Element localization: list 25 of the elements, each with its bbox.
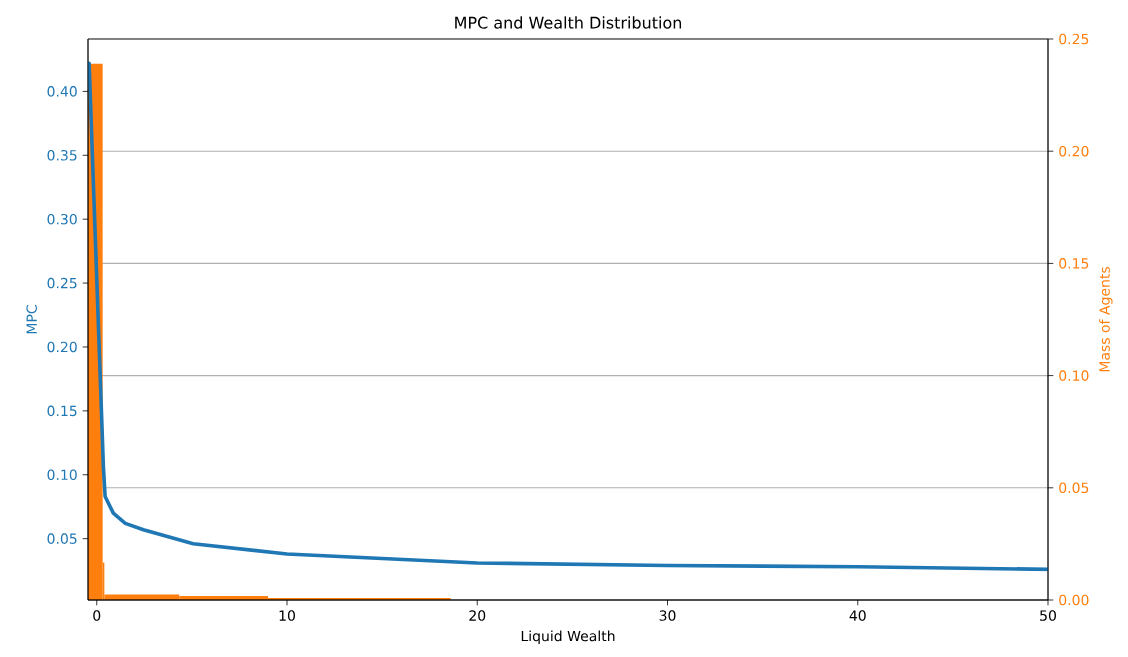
x-tick-label: 50 [1040,610,1056,621]
x-axis-title: Liquid Wealth [521,630,615,644]
x-tick-label: 20 [469,610,486,621]
y2-axis-title: Mass of Agents [1099,267,1113,372]
y-axis-title: MPC [26,305,37,334]
y-tick-label: 0.15 [47,405,77,417]
y-tick-label: 0.10 [47,469,77,481]
y-tick-label: 0.25 [47,277,77,289]
y-tick-label: 0.35 [47,149,77,161]
chart-title: MPC and Wealth Distribution [455,16,682,29]
line-series [88,61,1048,572]
y2-tick-label: 0.05 [1059,482,1089,494]
x-tick-label: 0 [93,610,101,621]
y2-tick-label: 0.15 [1059,258,1089,269]
x-tick-label: 30 [659,610,676,621]
y-tick-label: 0.20 [47,341,77,353]
y-tick-label: 0.30 [47,213,77,225]
y2-tick-label: 0.25 [1059,33,1089,45]
x-tick-label: 40 [849,610,866,621]
y2-tick-label: 0.00 [1059,594,1089,606]
x-tick-label: 10 [279,610,295,621]
y-tick-label: 0.05 [47,533,77,544]
y-tick-label: 0.40 [47,86,77,97]
y2-tick-label: 0.20 [1059,145,1089,157]
y2-tick-label: 0.10 [1059,370,1089,381]
